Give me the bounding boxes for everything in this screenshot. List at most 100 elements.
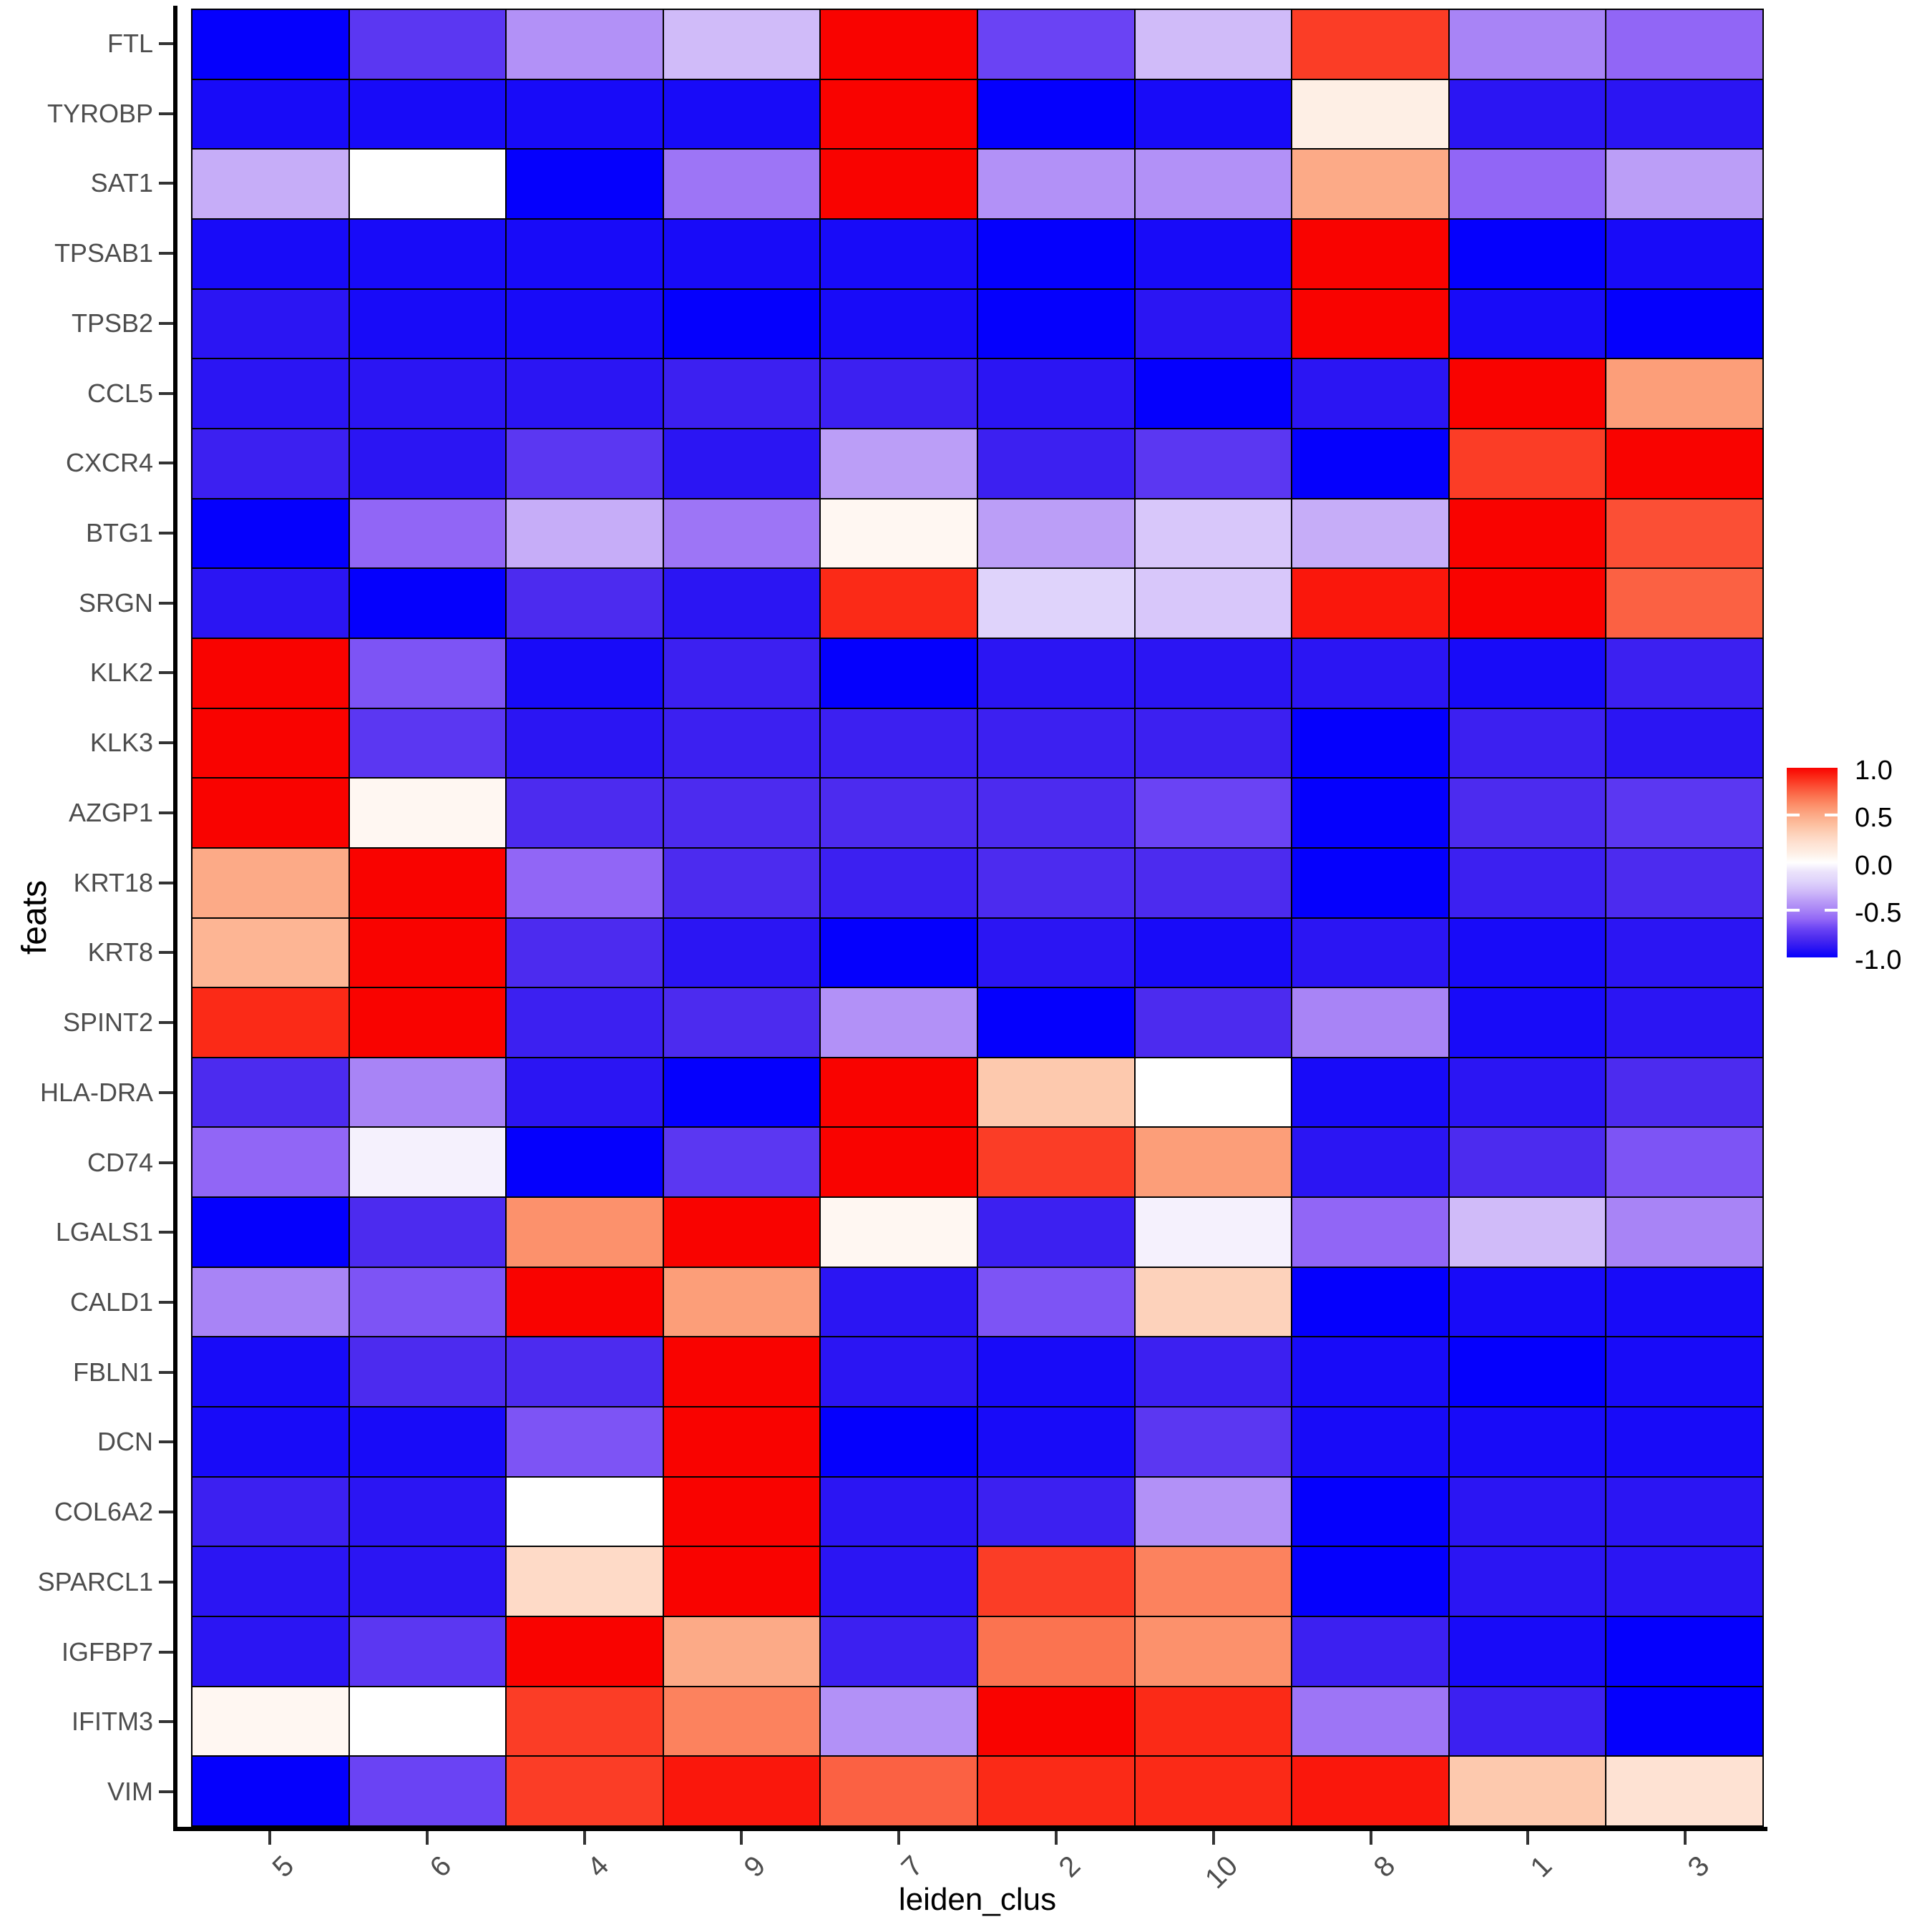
heatmap-cell-IGFBP7-5 (192, 1617, 348, 1686)
heatmap-cell-TPSB2-8 (1292, 289, 1448, 358)
heatmap-cell-KLK3-2 (978, 708, 1134, 778)
heatmap-cell-CALD1-2 (978, 1267, 1134, 1337)
heatmap-cell-VIM-3 (1606, 1757, 1762, 1825)
heatmap-cell-FTL-1 (1449, 10, 1606, 79)
heatmap-cell-VIM-4 (507, 1757, 663, 1825)
heatmap-cell-COL6A2-2 (978, 1477, 1134, 1546)
heatmap-cell-SPINT2-8 (1292, 988, 1448, 1057)
heatmap-cell-SAT1-4 (507, 150, 663, 218)
heatmap-cell-KLK3-10 (1135, 708, 1292, 778)
heatmap-cell-CCL5-10 (1135, 359, 1292, 428)
heatmap-cell-CD74-9 (663, 1128, 820, 1197)
heatmap-cell-HLA-DRA-5 (192, 1058, 348, 1127)
heatmap-cell-IFITM3-10 (1135, 1687, 1292, 1756)
heatmap-cell-FBLN1-3 (1606, 1337, 1762, 1407)
x-tick (425, 1831, 429, 1845)
heatmap-cell-IFITM3-1 (1449, 1687, 1606, 1756)
heatmap-cell-KRT18-4 (507, 848, 663, 917)
heatmap-cell-LGALS1-4 (507, 1198, 663, 1267)
heatmap-cell-LGALS1-3 (1606, 1198, 1762, 1267)
x-tick-label-5: 5 (266, 1850, 301, 1884)
heatmap-cell-BTG1-1 (1449, 499, 1606, 568)
y-tick-label-IGFBP7: IGFBP7 (61, 1636, 153, 1667)
y-tick (159, 531, 173, 535)
y-tick (159, 1580, 173, 1584)
heatmap-cell-SPARCL1-7 (821, 1547, 977, 1616)
heatmap-cell-KLK3-5 (192, 708, 348, 778)
heatmap-cell-SRGN-10 (1135, 569, 1292, 638)
heatmap-cell-LGALS1-8 (1292, 1198, 1448, 1267)
heatmap-cell-AZGP1-4 (507, 779, 663, 847)
heatmap-cell-TPSAB1-5 (192, 219, 348, 288)
heatmap-cell-TYROBP-10 (1135, 79, 1292, 149)
heatmap-cell-SRGN-1 (1449, 569, 1606, 638)
heatmap-cell-CD74-2 (978, 1128, 1134, 1197)
heatmap-cell-KLK3-8 (1292, 708, 1448, 778)
y-tick-label-DCN: DCN (97, 1427, 153, 1457)
heatmap-cell-KLK2-7 (821, 638, 977, 708)
heatmap-cell-IGFBP7-4 (507, 1617, 663, 1686)
y-tick-label-IFITM3: IFITM3 (72, 1707, 153, 1737)
heatmap-cell-TYROBP-2 (978, 79, 1134, 149)
heatmap-cell-COL6A2-1 (1449, 1477, 1606, 1546)
y-tick (159, 671, 173, 675)
heatmap-cell-CCL5-7 (821, 359, 977, 428)
heatmap-cell-KRT18-3 (1606, 848, 1762, 917)
heatmap-cell-TPSB2-7 (821, 289, 977, 358)
heatmap-cell-SAT1-3 (1606, 150, 1762, 218)
heatmap-cell-SAT1-6 (349, 150, 506, 218)
heatmap-cell-SAT1-8 (1292, 150, 1448, 218)
heatmap-cell-DCN-6 (349, 1407, 506, 1476)
heatmap-cell-SPINT2-4 (507, 988, 663, 1057)
heatmap-cell-HLA-DRA-8 (1292, 1058, 1448, 1127)
heatmap-cell-SPARCL1-3 (1606, 1547, 1762, 1616)
y-tick (159, 182, 173, 185)
heatmap-cell-CALD1-7 (821, 1267, 977, 1337)
heatmap-cell-IFITM3-6 (349, 1687, 506, 1756)
heatmap-cell-SAT1-7 (821, 150, 977, 218)
heatmap-cell-DCN-8 (1292, 1407, 1448, 1476)
y-tick-label-CCL5: CCL5 (87, 378, 153, 408)
heatmap-cell-SRGN-6 (349, 569, 506, 638)
heatmap-cell-FBLN1-9 (663, 1337, 820, 1407)
y-tick (159, 391, 173, 395)
heatmap-cell-SPINT2-2 (978, 988, 1134, 1057)
heatmap-cell-VIM-6 (349, 1757, 506, 1825)
heatmap-cell-SPARCL1-8 (1292, 1547, 1448, 1616)
heatmap-cell-KLK2-6 (349, 638, 506, 708)
heatmap-cell-KRT8-7 (821, 918, 977, 987)
heatmap-cell-KRT18-7 (821, 848, 977, 917)
heatmap-cell-KRT18-10 (1135, 848, 1292, 917)
heatmap-cell-HLA-DRA-10 (1135, 1058, 1292, 1127)
y-tick (159, 42, 173, 45)
heatmap-cell-TYROBP-9 (663, 79, 820, 149)
heatmap-cell-DCN-10 (1135, 1407, 1292, 1476)
x-tick (1369, 1831, 1372, 1845)
heatmap-cell-LGALS1-6 (349, 1198, 506, 1267)
heatmap-cell-TYROBP-4 (507, 79, 663, 149)
y-tick-label-TPSB2: TPSB2 (71, 308, 153, 338)
heatmap-cell-TYROBP-5 (192, 79, 348, 149)
heatmap-cell-TPSAB1-3 (1606, 219, 1762, 288)
x-tick (740, 1831, 743, 1845)
colorbar-notch (1825, 814, 1838, 816)
y-tick-label-CD74: CD74 (87, 1147, 153, 1177)
heatmap-cell-TYROBP-7 (821, 79, 977, 149)
heatmap-cell-CD74-4 (507, 1128, 663, 1197)
heatmap-cell-AZGP1-9 (663, 779, 820, 847)
x-tick (1054, 1831, 1058, 1845)
x-tick-label-3: 3 (1682, 1850, 1716, 1884)
heatmap-cell-KLK2-2 (978, 638, 1134, 708)
x-tick (268, 1831, 271, 1845)
legend-tick-label: -0.5 (1855, 898, 1902, 928)
heatmap-cell-SRGN-2 (978, 569, 1134, 638)
y-tick-label-FBLN1: FBLN1 (72, 1357, 153, 1387)
heatmap-cell-KLK2-4 (507, 638, 663, 708)
heatmap-cell-SAT1-2 (978, 150, 1134, 218)
heatmap-cell-FTL-8 (1292, 10, 1448, 79)
heatmap-cell-LGALS1-5 (192, 1198, 348, 1267)
y-tick-label-SAT1: SAT1 (90, 168, 153, 198)
x-tick (1684, 1831, 1687, 1845)
heatmap-cell-SRGN-4 (507, 569, 663, 638)
